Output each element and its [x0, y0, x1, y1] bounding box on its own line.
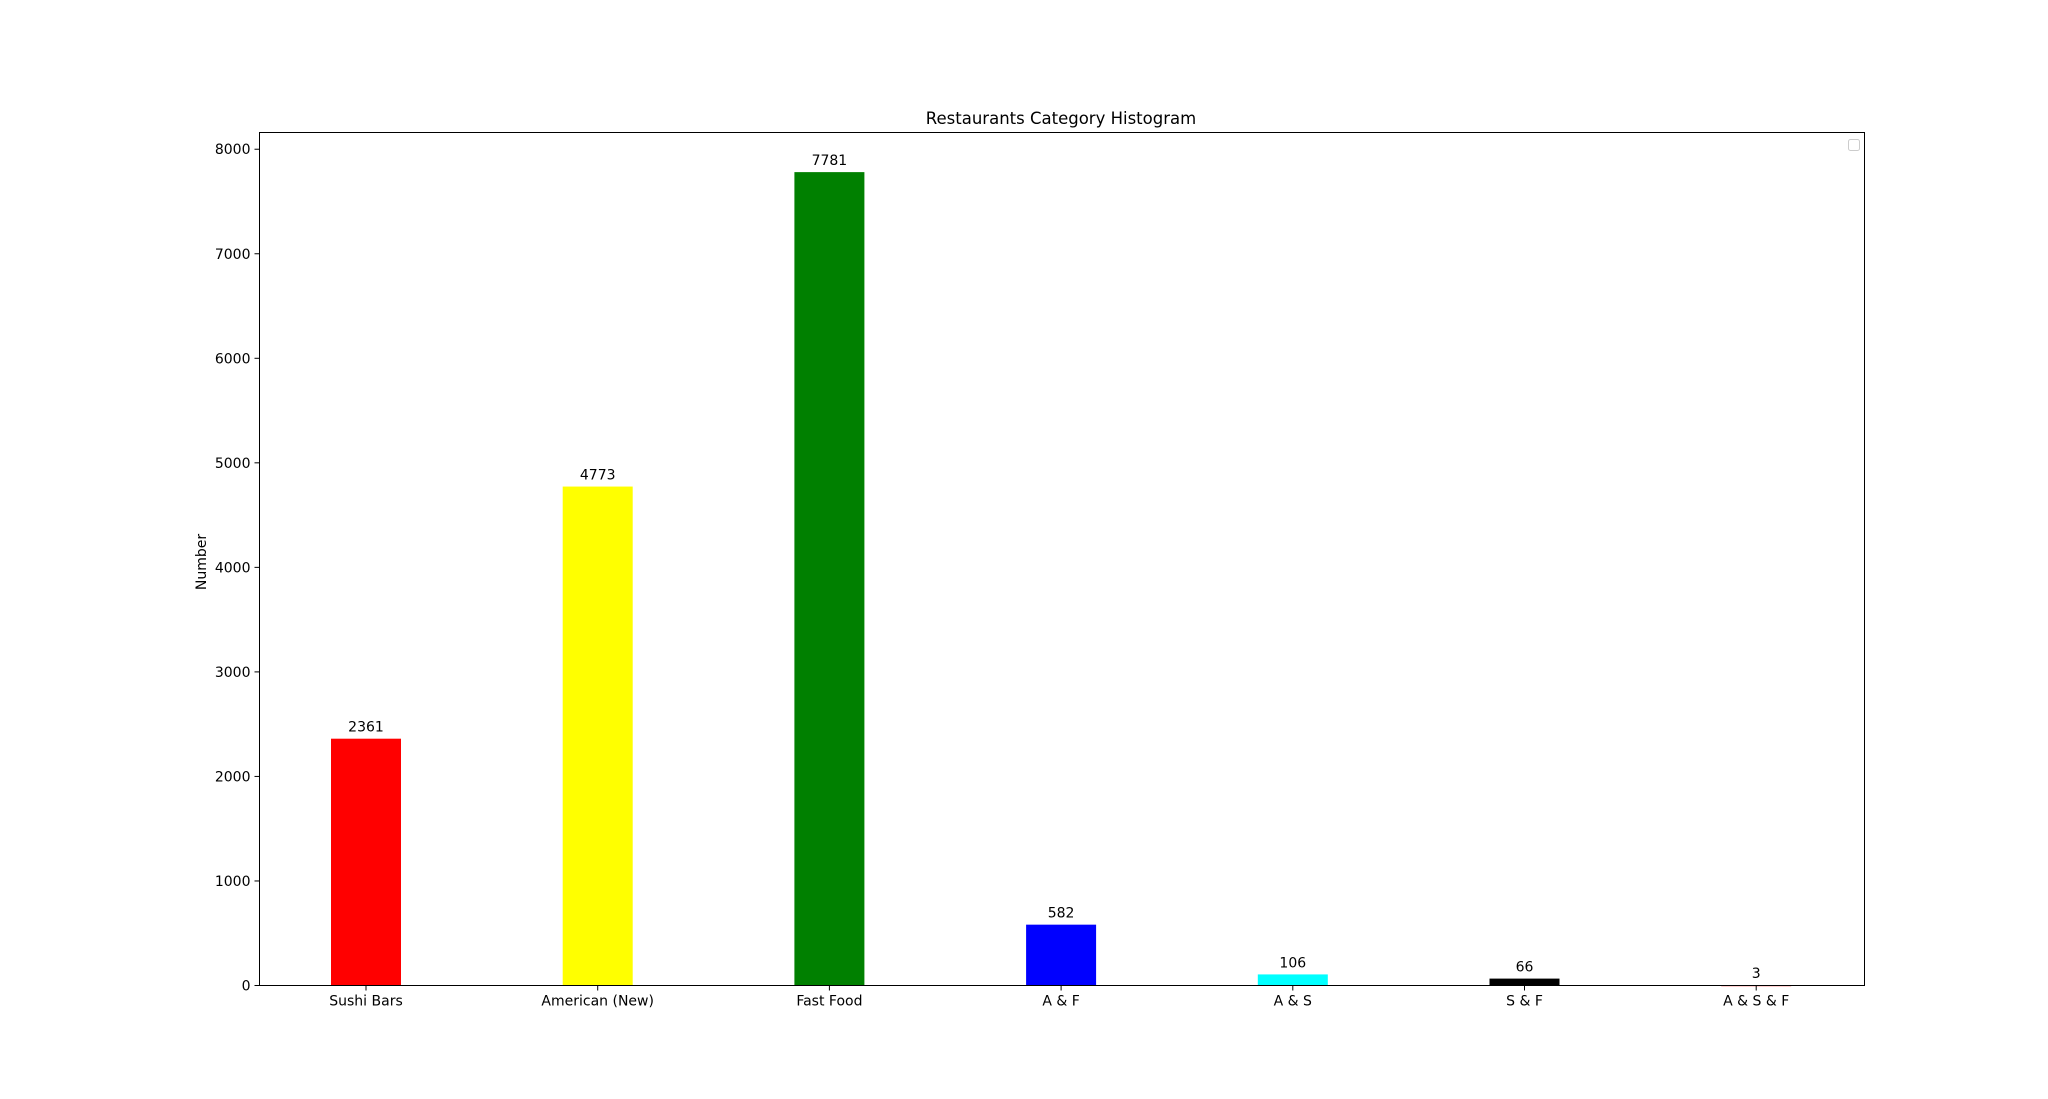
- bars-layer: [331, 172, 1792, 987]
- bar-labels-layer: 2361 4773 7781 582 106 66 3: [348, 153, 1760, 982]
- x-tick-label-6: A & S & F: [1723, 994, 1789, 1010]
- x-tick-label-4: A & S: [1274, 994, 1312, 1010]
- y-tick-label-2: 2000: [215, 769, 251, 785]
- y-tick-label-6: 6000: [215, 351, 251, 367]
- bar-1: [562, 486, 633, 986]
- bar-0: [331, 738, 401, 986]
- bar-value-label-6: 3: [1752, 966, 1761, 982]
- x-tick-label-0: Sushi Bars: [329, 994, 403, 1010]
- x-axis-ticks: Sushi Bars American (New) Fast Food A & F A …: [329, 985, 1789, 1010]
- legend-box: [1848, 139, 1860, 151]
- bar-5: [1489, 978, 1560, 986]
- bar-3: [1026, 924, 1097, 986]
- x-tick-label-2: Fast Food: [796, 994, 862, 1010]
- y-tick-label-1: 1000: [215, 874, 251, 890]
- y-axis-ticks: 0 1000 2000 3000 4000 5000 6000 7000 8000: [215, 142, 260, 995]
- bar-value-label-5: 66: [1516, 960, 1534, 976]
- bar-value-label-3: 582: [1048, 906, 1075, 922]
- bar-value-label-2: 7781: [812, 153, 848, 169]
- chart-title: Restaurants Category Histogram: [926, 109, 1196, 128]
- x-tick-label-3: A & F: [1042, 994, 1079, 1010]
- plot-frame: [259, 132, 1865, 986]
- y-axis-label: Number: [194, 534, 210, 590]
- x-tick-label-5: S & F: [1506, 994, 1543, 1010]
- bar-value-label-1: 4773: [580, 468, 616, 484]
- y-tick-label-0: 0: [242, 979, 251, 995]
- bar-2: [794, 172, 865, 986]
- bar-value-label-4: 106: [1279, 955, 1306, 971]
- y-tick-label-8: 8000: [215, 142, 251, 158]
- bar-value-label-0: 2361: [348, 720, 384, 736]
- x-tick-label-1: American (New): [541, 994, 654, 1010]
- y-tick-label-7: 7000: [215, 247, 251, 263]
- y-tick-label-3: 3000: [215, 665, 251, 681]
- y-tick-label-4: 4000: [215, 560, 251, 576]
- bar-4: [1257, 974, 1328, 986]
- y-tick-label-5: 5000: [215, 456, 251, 472]
